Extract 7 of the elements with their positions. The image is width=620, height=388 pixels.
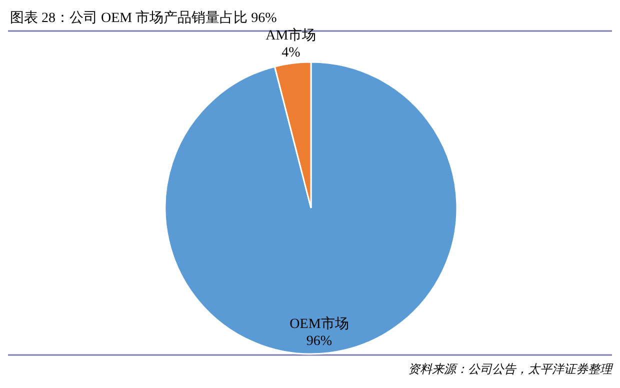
data-label: 96%	[306, 334, 332, 350]
pie-slice	[164, 61, 458, 354]
text: 资料来源：公司公告，太平洋证券整理	[408, 362, 614, 376]
slice-label: OEM市场	[290, 316, 349, 332]
slice-label: AM市场	[266, 27, 316, 44]
data-label: 4%	[282, 45, 301, 60]
chart-title: 图表 28：公司 OEM 市场产品销量占比 96%	[10, 10, 278, 26]
